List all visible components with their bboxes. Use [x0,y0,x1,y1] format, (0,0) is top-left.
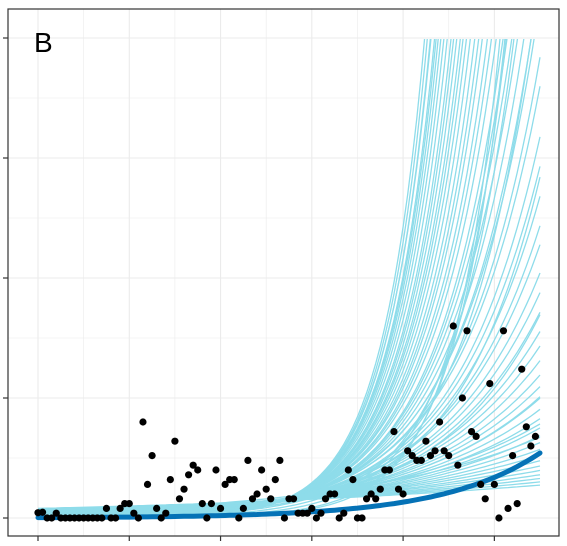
data-point [253,490,261,498]
data-point [248,495,257,503]
data-point [153,504,161,512]
data-point [262,485,270,493]
data-point [426,452,435,460]
data-point [490,480,498,488]
data-point [331,490,339,498]
data-point [436,418,444,426]
data-point [139,418,147,426]
data-point [134,514,142,522]
data-point [372,495,380,503]
data-point [335,514,343,522]
data-point [189,461,197,469]
sample-curves [37,39,541,519]
data-point [531,432,540,440]
data-point [175,495,184,503]
data-point [481,495,489,503]
data-point [130,509,138,517]
data-point [527,442,535,450]
data-point [271,476,279,484]
data-point [308,504,316,512]
data-point [102,504,111,512]
data-point [38,508,47,516]
data-point [340,509,348,517]
data-point [431,447,439,455]
data-point [111,514,120,522]
data-point [230,476,238,484]
data-point [235,514,243,522]
data-point [518,365,526,373]
data-point [344,466,352,474]
data-point [258,466,266,474]
data-point [157,514,165,522]
data-point [203,514,211,522]
panel-label: B [34,27,53,58]
data-point [185,471,193,479]
sample-curve [37,477,541,511]
data-point [180,485,188,493]
data-point [303,509,311,517]
data-point [399,490,407,498]
fit-curve [35,450,543,521]
data-point [276,456,284,464]
data-point [48,514,56,522]
data-point [404,447,412,455]
data-point [376,485,384,493]
data-point [467,428,476,436]
data-point [454,461,462,469]
data-point [440,447,448,455]
panel-border [7,8,560,537]
data-point [166,476,174,484]
data-point [449,322,457,330]
data-point [212,466,220,474]
data-point [125,500,133,508]
data-point [207,500,216,508]
data-point [312,514,320,522]
data-point [216,504,225,512]
data-point [162,509,170,517]
data-point [98,514,106,522]
data-point [148,452,156,460]
data-point [394,485,403,493]
data-point [477,480,485,488]
data-point [513,500,521,508]
data-point [390,428,398,436]
data-point [289,495,298,503]
data-point [499,327,508,335]
data-point [198,500,206,508]
data-point [244,456,252,464]
data-point [52,509,60,517]
data-point [445,452,453,460]
data-point [194,466,202,474]
data-point [463,327,471,335]
data-point [321,495,330,503]
data-point [116,504,124,512]
data-point [522,423,530,431]
data-point [143,480,152,488]
data-point [472,432,480,440]
data-point [417,456,425,464]
data-point [422,437,430,445]
fit-line [35,450,543,521]
data-point [267,495,275,503]
data-point [509,452,517,460]
data-point [504,504,512,512]
data-point [317,509,325,517]
axis-ticks [3,37,495,541]
data-point [349,476,357,484]
data-point [458,394,467,402]
data-point [408,452,416,460]
data-point [358,514,366,522]
sample-curve [38,136,541,518]
data-point [221,480,229,488]
data-point [495,514,503,522]
data-point [171,437,179,445]
data-point [239,504,247,512]
data-point [280,514,289,522]
data-points [34,322,540,522]
data-point [385,466,393,474]
data-point [362,495,371,503]
data-point [367,490,375,498]
data-point [486,380,494,388]
